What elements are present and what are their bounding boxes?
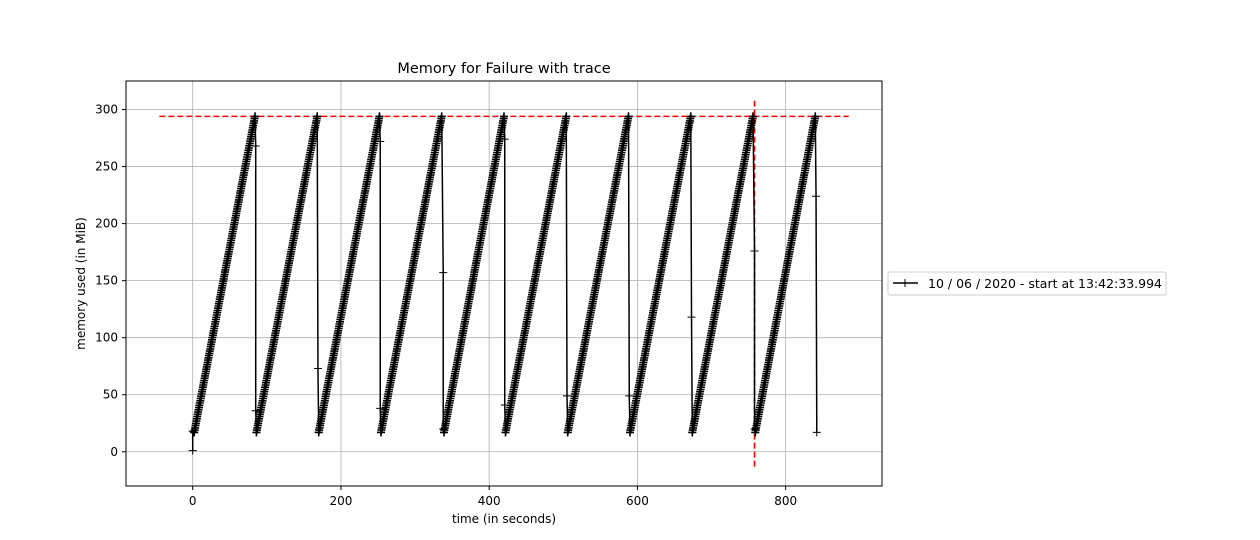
data-point-marker [188, 427, 197, 436]
data-point-marker [500, 401, 509, 409]
y-tick-label: 250 [95, 160, 118, 174]
data-point-marker [688, 428, 697, 437]
x-axis-title: time (in seconds) [452, 512, 556, 526]
data-point-marker [313, 364, 322, 373]
data-point-marker [624, 112, 633, 121]
data-point-marker [750, 246, 759, 255]
y-tick-label: 150 [95, 274, 118, 288]
data-point-marker [375, 112, 384, 121]
plot-frame [125, 80, 883, 487]
data-point-marker [686, 112, 695, 121]
y-tick-label: 50 [103, 388, 118, 402]
data-point-marker [251, 142, 260, 151]
data-point-marker [376, 428, 385, 437]
ramp-markers [252, 112, 322, 437]
data-point-marker [749, 112, 758, 121]
ticks: 0 200 400 600 800 0 50 100 150 200 250 300 [95, 103, 797, 508]
ramp-markers [190, 112, 259, 437]
data-point-marker [190, 428, 199, 437]
y-tick-label: 300 [95, 103, 118, 117]
y-tick-label: 0 [110, 445, 118, 459]
data-point-marker [376, 137, 385, 146]
x-tick-label: 400 [478, 494, 501, 508]
data-point-marker [751, 428, 760, 437]
y-tick-label: 200 [95, 217, 118, 231]
data-point-marker [251, 406, 260, 415]
data-point-marker [188, 446, 197, 455]
data-point-marker [313, 112, 322, 121]
data-point-marker [500, 135, 509, 144]
data-point-marker [563, 391, 571, 400]
data-point-marker [439, 428, 448, 437]
data-point-marker [500, 112, 508, 121]
x-tick-label: 600 [626, 494, 649, 508]
data-point-marker [501, 428, 510, 437]
ramp-markers [377, 112, 446, 437]
data-point-marker [625, 391, 634, 400]
data-point-marker [812, 428, 821, 437]
chart-title: Memory for Failure with trace [397, 61, 610, 77]
data-point-marker [626, 428, 634, 437]
data-point-marker [250, 112, 259, 121]
data-point-marker [437, 112, 446, 121]
ramp-markers [314, 112, 384, 437]
data-point-marker [439, 268, 448, 277]
legend-plus-marker [901, 279, 909, 287]
y-tick-label: 100 [95, 331, 118, 345]
data-point-marker [750, 424, 759, 433]
data-point-marker [687, 313, 696, 322]
data-point-marker [439, 424, 448, 433]
ramp-markers [688, 112, 757, 437]
ramp-markers [626, 112, 695, 437]
data-point-marker [812, 192, 821, 201]
ramp-markers [440, 112, 508, 437]
ramp-markers [563, 112, 633, 437]
data-point-marker [314, 428, 323, 437]
legend-label: 10 / 06 / 2020 - start at 13:42:33.994 [928, 276, 1162, 291]
x-tick-label: 200 [329, 494, 352, 508]
series [188, 112, 821, 455]
data-point-marker [376, 404, 385, 413]
legend-box [887, 271, 1167, 296]
x-tick-label: 800 [774, 494, 797, 508]
data-point-marker [563, 428, 572, 437]
y-axis-title: memory used (in MiB) [74, 217, 88, 350]
x-tick-label: 0 [189, 494, 197, 508]
data-point-marker [811, 112, 820, 121]
data-point-marker [562, 112, 571, 121]
data-point-marker [252, 428, 261, 437]
legend: 10 / 06 / 2020 - start at 13:42:33.994 [887, 271, 1167, 296]
ramp-markers [501, 112, 571, 437]
